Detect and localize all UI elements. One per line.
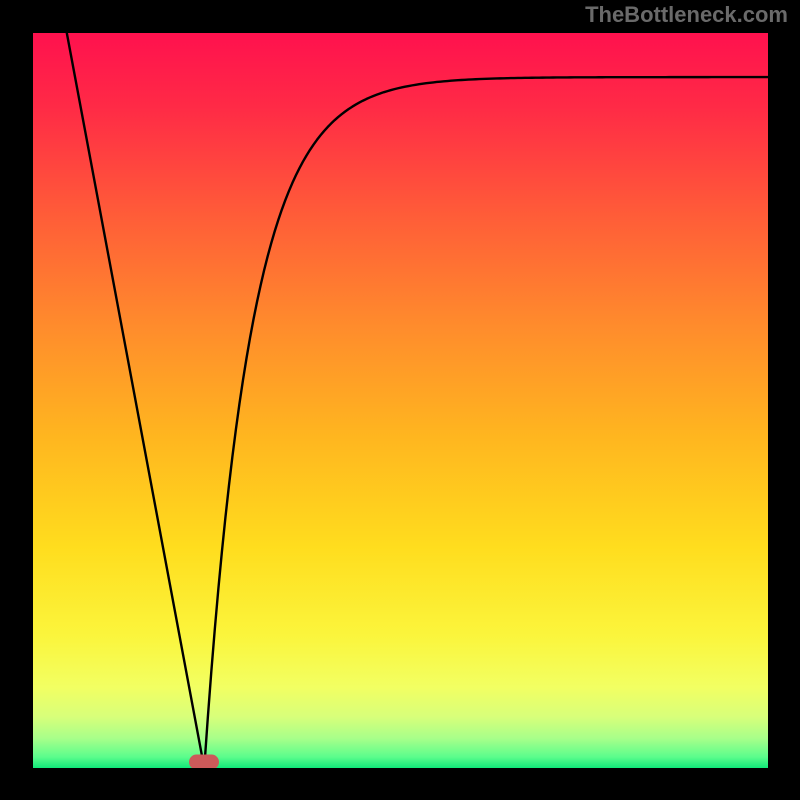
curve-svg — [33, 33, 768, 768]
bottleneck-curve — [67, 33, 768, 768]
optimum-marker — [189, 755, 219, 768]
plot-area — [33, 33, 768, 768]
watermark-text: TheBottleneck.com — [585, 2, 788, 28]
